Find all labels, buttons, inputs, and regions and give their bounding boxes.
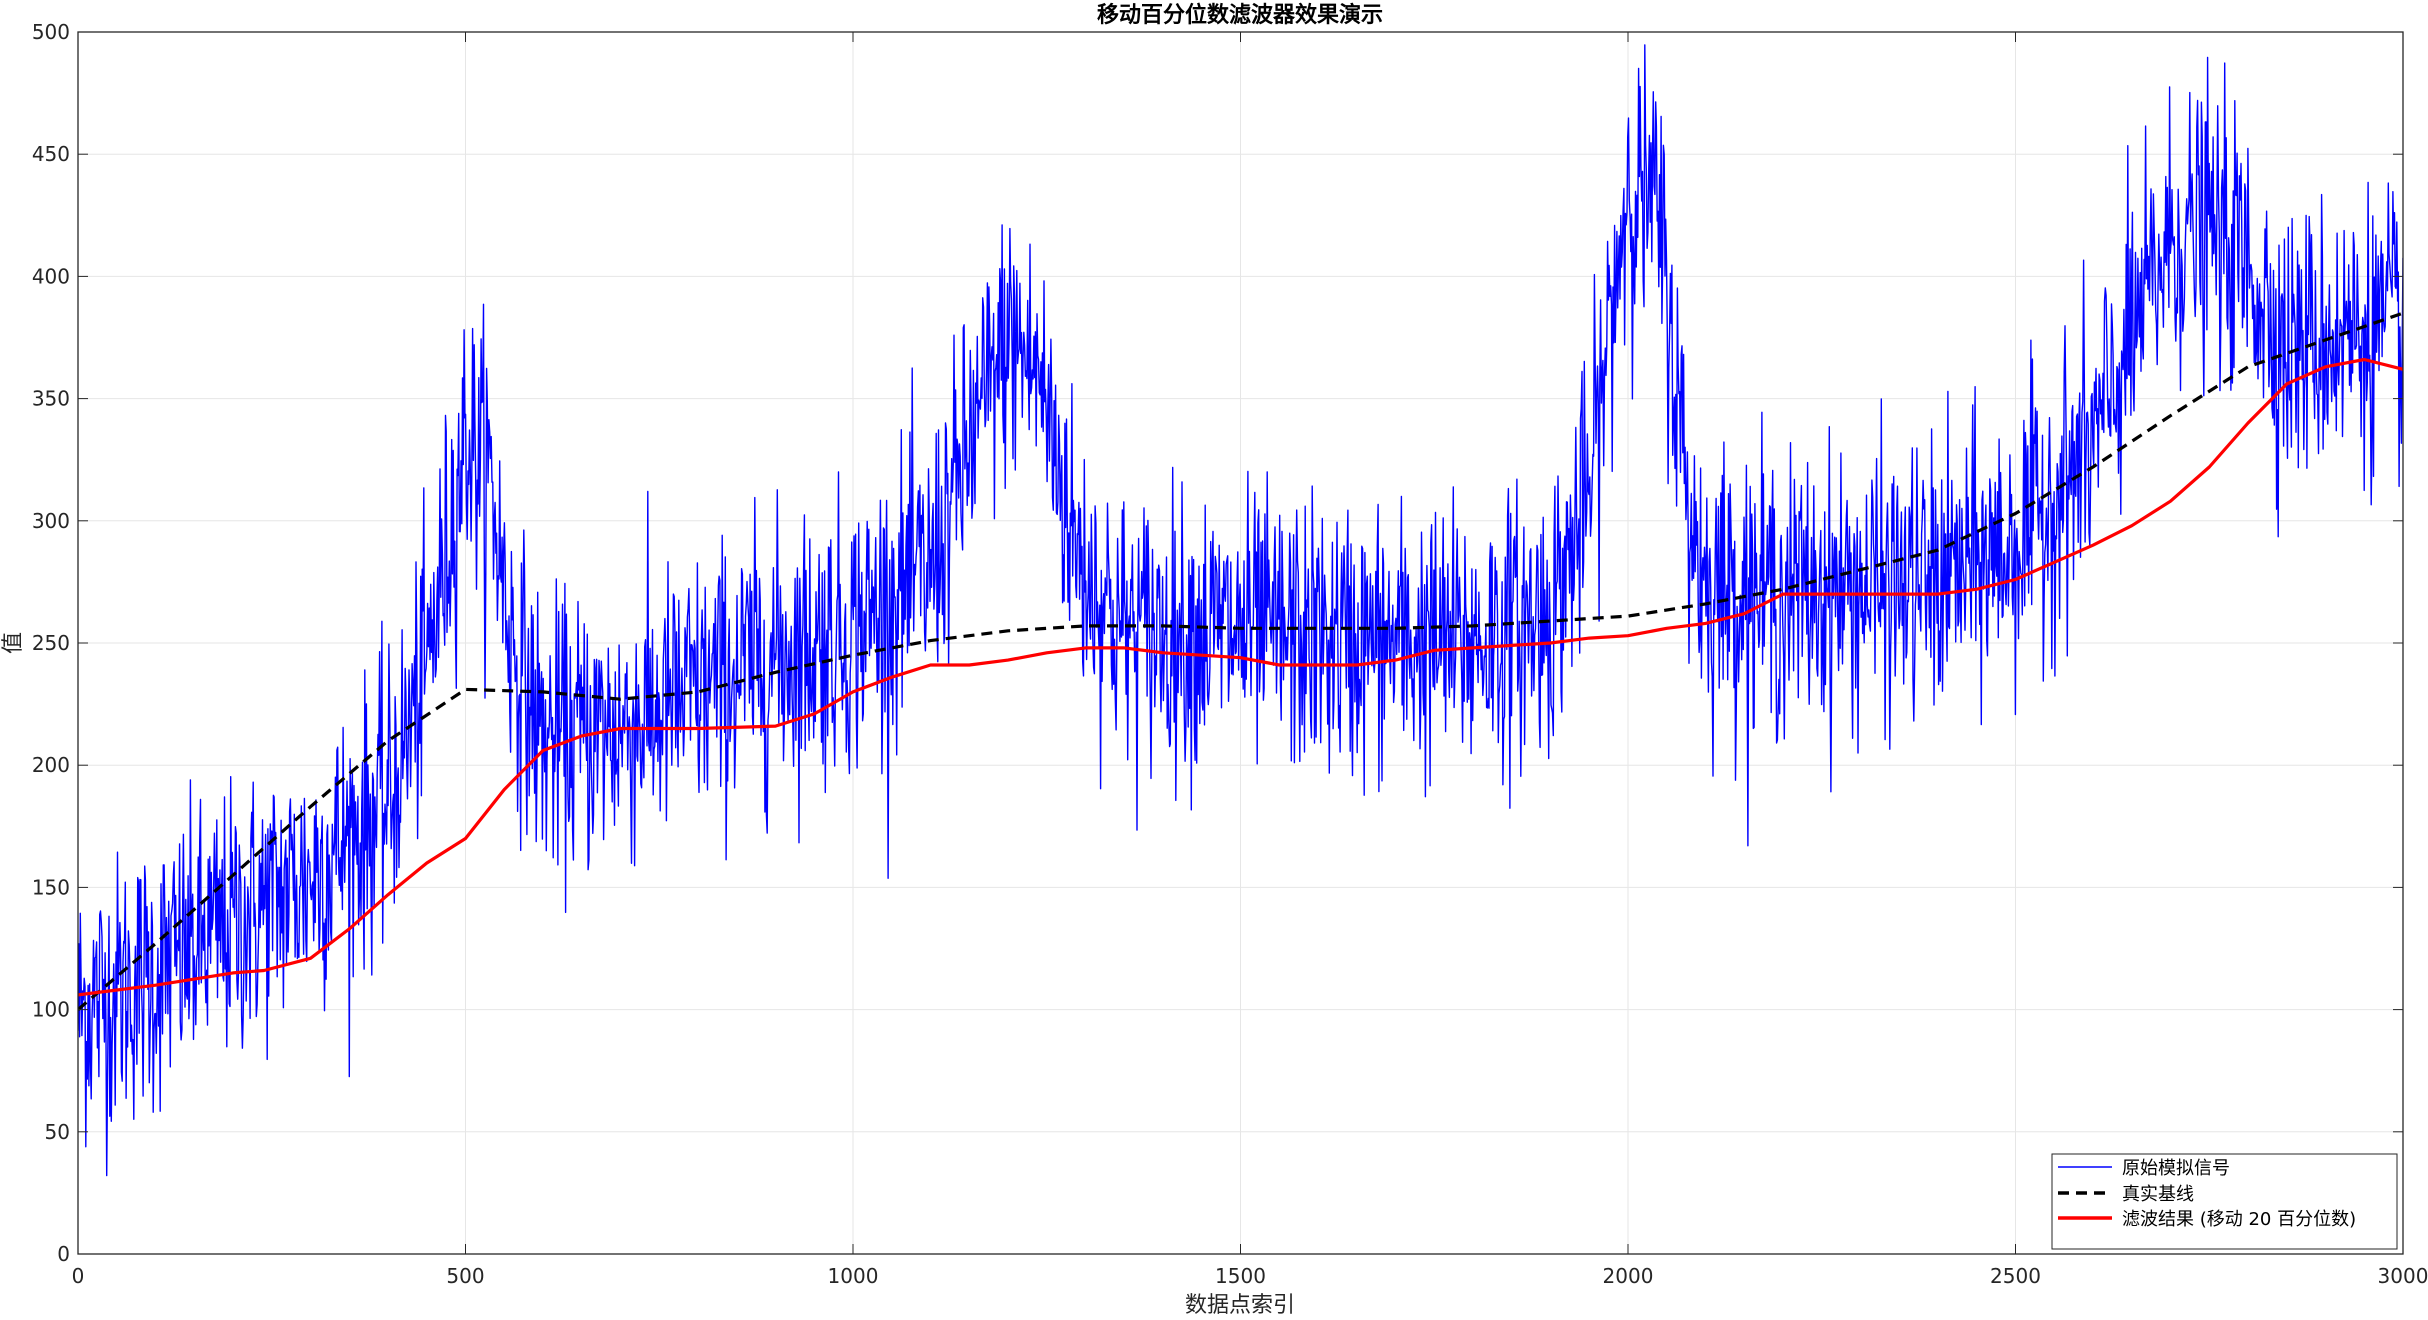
x-tick-label: 2000 [1603, 1264, 1654, 1288]
legend-label-true-baseline: 真实基线 [2122, 1184, 2194, 1205]
x-tick-label: 500 [446, 1264, 484, 1288]
y-tick-label: 100 [32, 998, 70, 1022]
x-tick-label: 1000 [828, 1264, 879, 1288]
chart-title: 移动百分位数滤波器效果演示 [1097, 2, 1383, 28]
x-tick-label: 2500 [1990, 1264, 2041, 1288]
y-tick-label: 150 [32, 875, 70, 899]
x-tick-label: 3000 [2378, 1264, 2428, 1288]
y-tick-label: 350 [32, 387, 70, 411]
y-tick-label: 250 [32, 631, 70, 655]
x-axis-label: 数据点索引 [1185, 1293, 1295, 1318]
legend-box [2051, 1153, 2398, 1250]
y-tick-label: 0 [57, 1242, 70, 1266]
series-line-2 [78, 357, 2403, 997]
y-tick-label: 400 [32, 264, 70, 288]
legend-label-filtered-result: 滤波结果 (移动 20 百分位数) [2122, 1209, 2356, 1230]
y-tick-label: 450 [32, 142, 70, 166]
y-axis-label: 值 [1, 632, 26, 654]
legend: 原始模拟信号 真实基线 滤波结果 (移动 20 百分位数) [2051, 1153, 2398, 1250]
series-line-1 [78, 311, 2403, 1011]
legend-label-raw-signal: 原始模拟信号 [2122, 1158, 2230, 1179]
y-tick-label: 300 [32, 509, 70, 533]
series-layer [78, 44, 2403, 1177]
x-tick-label: 0 [72, 1264, 85, 1288]
y-tick-label: 200 [32, 753, 70, 777]
axis-ticks: 0 500 1000 1500 2000 2500 3000 0 50 100 150 200 250 3… [32, 20, 2428, 1288]
y-tick-label: 50 [45, 1120, 70, 1144]
x-tick-label: 1500 [1215, 1264, 1266, 1288]
series-line-0 [78, 44, 2403, 1177]
y-tick-label: 500 [32, 20, 70, 44]
